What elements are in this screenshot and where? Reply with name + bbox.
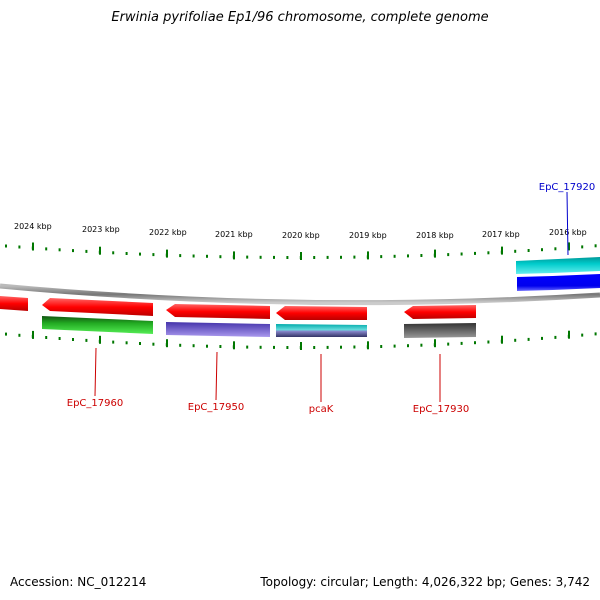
forward-cds-track [0,296,476,320]
scale-label: 2017 kbp [482,230,520,239]
gene-label: pcaK [309,404,334,415]
scale-label: 2020 kbp [282,231,320,240]
gene-label: EpC_17960 [67,398,123,409]
gene-block-purple[interactable] [166,322,270,337]
gene-EpC_17920[interactable]: EpC_17920 [516,182,600,291]
gene-label: EpC_17950 [188,402,244,413]
gene-EpC_17960[interactable]: EpC_17960 [67,347,123,409]
gene-arrow[interactable] [276,306,367,320]
gene-pointer [566,191,569,256]
gene-arrow[interactable] [0,296,28,311]
scale-labels: 2024 kbp 2023 kbp 2022 kbp 2021 kbp 2020… [14,222,587,240]
gene-blue-block [517,274,600,291]
scale-label: 2018 kbp [416,231,454,240]
accession-text: Accession: NC_012214 [10,575,147,589]
gene-cyan-block [516,257,600,274]
scale-label: 2024 kbp [14,222,52,231]
gene-pointer [94,347,97,397]
gene-block-gray[interactable] [404,323,476,338]
gene-pcaK[interactable]: pcaK [309,354,334,415]
gene-pointer [215,351,218,401]
scale-label: 2023 kbp [82,225,120,234]
gene-EpC_17930[interactable]: EpC_17930 [413,354,469,415]
genome-summary-text: Topology: circular; Length: 4,026,322 bp… [260,575,590,589]
gene-arrow[interactable] [166,304,270,319]
scale-label: 2021 kbp [215,230,253,239]
scale-label: 2019 kbp [349,231,387,240]
chromosome-backbone [0,283,600,306]
gene-label: EpC_17930 [413,404,469,415]
gene-EpC_17950[interactable]: EpC_17950 [188,351,244,413]
map-title: Erwinia pyrifoliae Ep1/96 chromosome, co… [111,10,489,25]
inner-tick-ring [5,330,597,350]
gene-label: EpC_17920 [539,182,595,193]
scale-label: 2022 kbp [149,228,187,237]
gene-block-green[interactable] [42,316,153,334]
reverse-cds-track [42,316,476,338]
gene-block-cyan[interactable] [276,324,367,337]
outer-tick-ring [5,242,597,260]
gene-arrow[interactable] [404,305,476,319]
gene-arrow[interactable] [42,298,153,316]
